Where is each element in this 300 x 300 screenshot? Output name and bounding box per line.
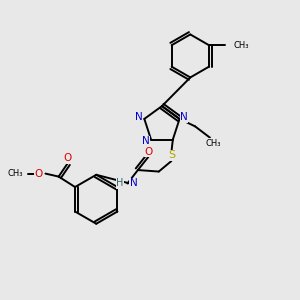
Text: N: N (130, 178, 138, 188)
Text: H: H (116, 178, 124, 188)
Text: O: O (144, 146, 152, 157)
Text: N: N (135, 112, 143, 122)
Text: CH₃: CH₃ (205, 139, 221, 148)
Text: CH₃: CH₃ (8, 169, 23, 178)
Text: S: S (168, 150, 175, 160)
Text: O: O (64, 153, 72, 163)
Text: CH₃: CH₃ (233, 41, 249, 50)
Text: N: N (142, 136, 150, 146)
Text: N: N (180, 112, 188, 122)
Text: O: O (34, 169, 43, 178)
